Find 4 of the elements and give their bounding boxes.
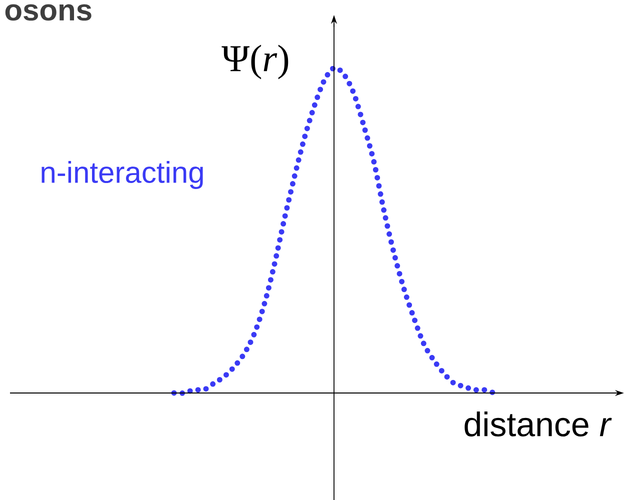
chart-title: osons	[5, 4, 92, 21]
y-axis-title: Ψ(r)	[222, 44, 288, 80]
text: n-interacting	[42, 160, 203, 189]
x-axis-title: distance r	[464, 412, 612, 436]
